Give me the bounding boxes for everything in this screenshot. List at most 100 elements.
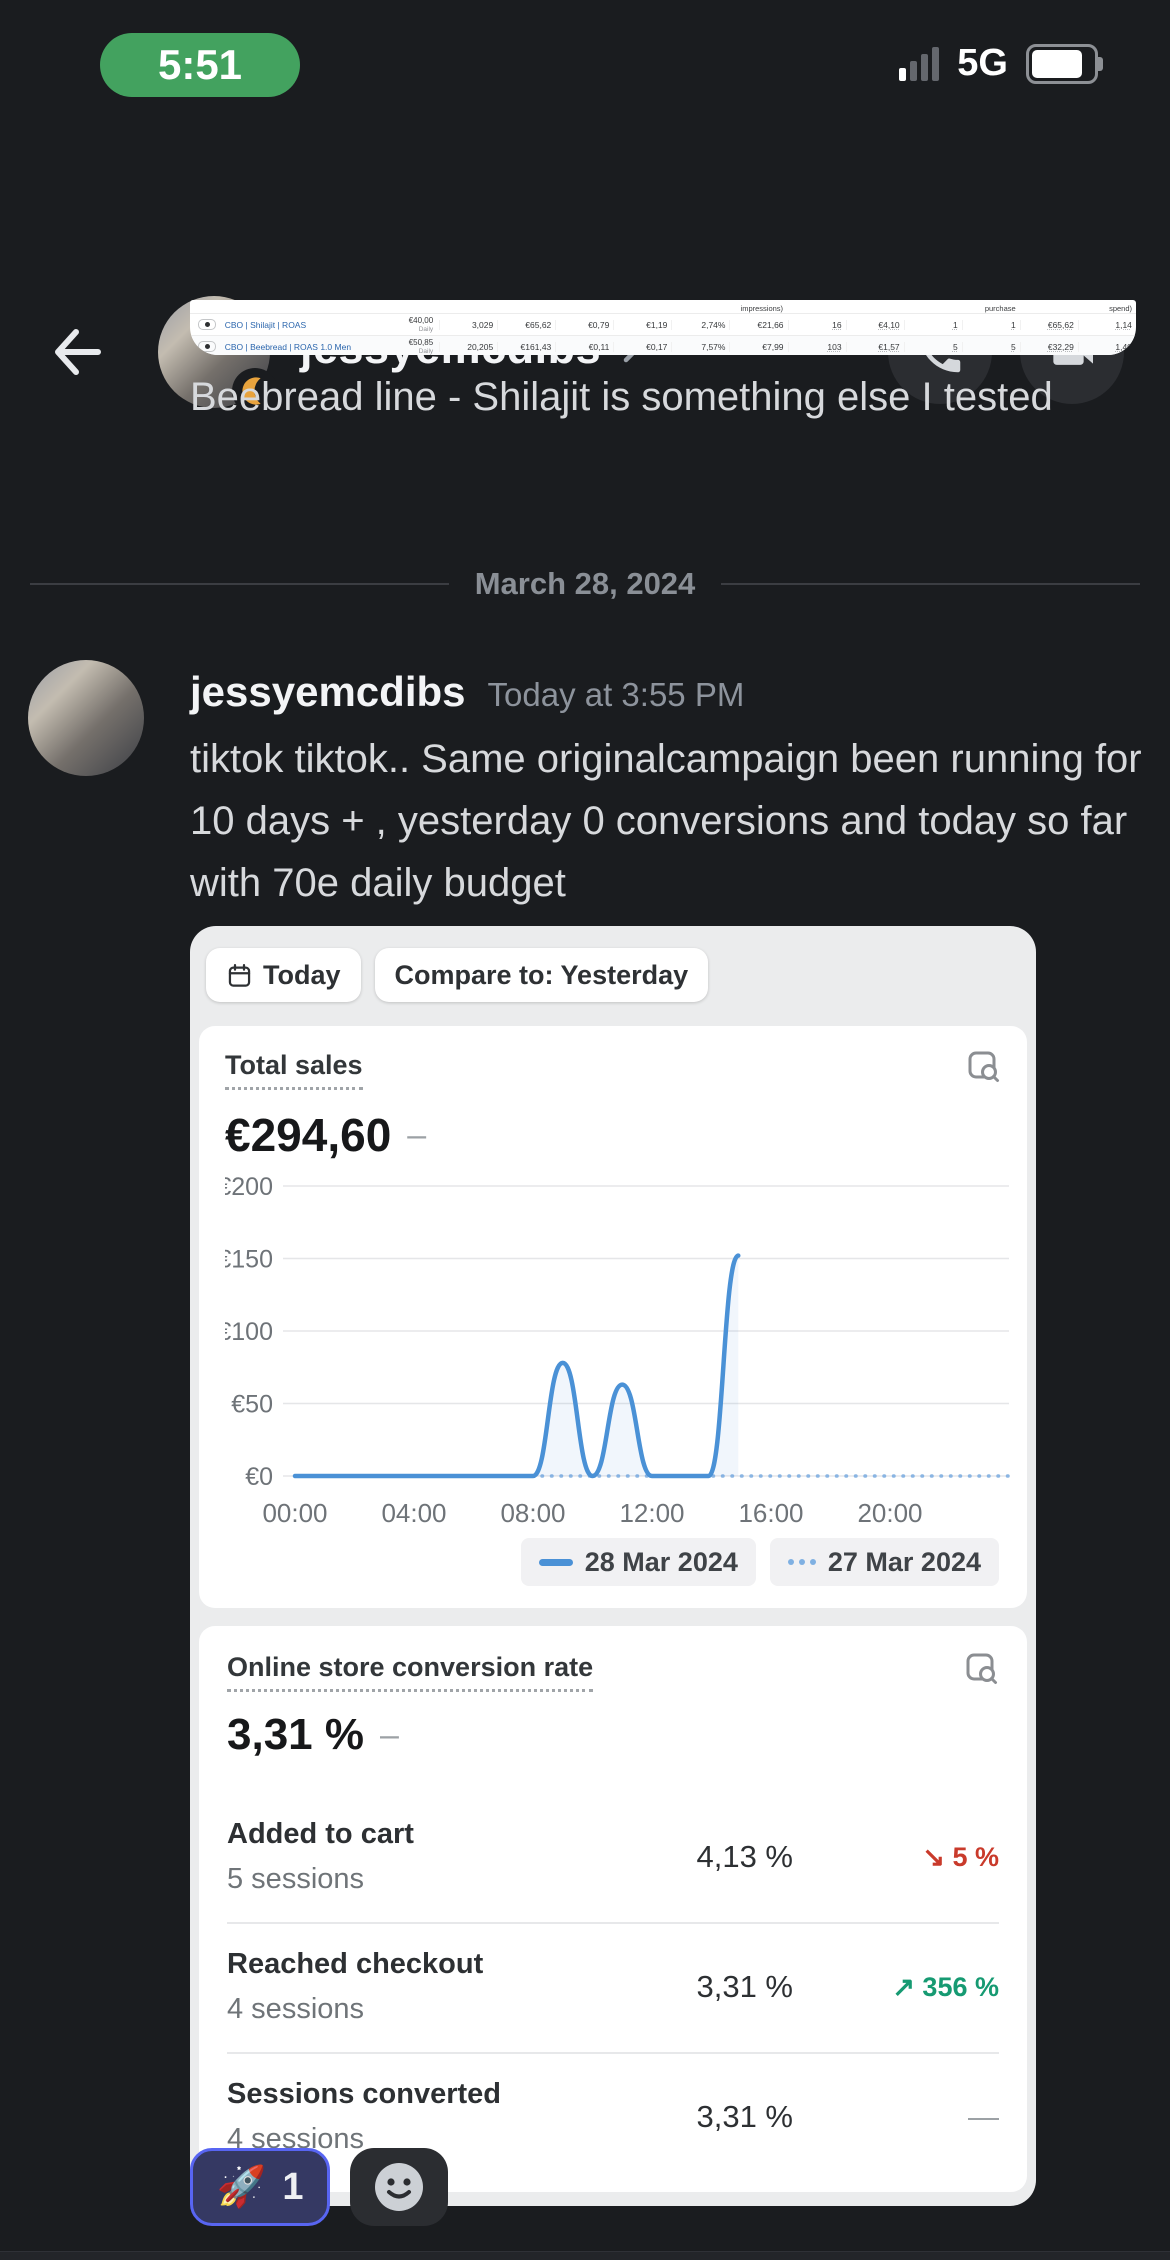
metric-title: Online store conversion rate	[227, 1652, 594, 1692]
svg-text:€100: €100	[225, 1318, 273, 1346]
metric-cell: €0,11	[555, 341, 613, 352]
report-search-icon	[968, 1051, 999, 1082]
metric-cell: €4,10	[845, 319, 904, 330]
row-delta: —	[968, 2099, 999, 2134]
status-bar: 5:51 5G	[0, 0, 1170, 130]
budget-cell: €50,85 Daily	[371, 338, 439, 356]
svg-text:08:00: 08:00	[500, 1498, 565, 1528]
metric-cell: 1	[961, 319, 1020, 330]
metric-cell: 20,205	[439, 341, 497, 352]
signal-strength-icon	[899, 46, 940, 81]
svg-text:04:00: 04:00	[381, 1498, 446, 1528]
ads-header-cell: impressions)	[740, 304, 784, 313]
budget-cell: €40,00 Daily	[371, 316, 439, 334]
metric-cell: 1	[903, 319, 962, 330]
svg-text:€0: €0	[245, 1463, 273, 1491]
conversion-rate-value: 3,31 %	[227, 1710, 364, 1759]
metric-cell: €32,29	[1019, 341, 1078, 352]
svg-text:€150: €150	[225, 1246, 273, 1274]
message-header: jessyemcdibs Today at 3:55 PM	[190, 668, 744, 716]
compare-filter-button: Compare to: Yesterday	[374, 948, 709, 1002]
report-search-icon	[966, 1653, 997, 1684]
metric-cell: 5	[903, 341, 962, 352]
row-delta: ↘ 5 %	[922, 1841, 999, 1872]
total-sales-value: €294,60	[225, 1109, 392, 1161]
rocket-reaction-pill[interactable]: 🚀 1	[190, 2148, 330, 2226]
table-row: CBO | Shilajit | ROAS €40,00 Daily 3,029 €65…	[190, 313, 1136, 335]
back-arrow-icon	[55, 329, 101, 375]
legend-label: 27 Mar 2024	[827, 1546, 981, 1577]
table-row: CBO | Beebread | ROAS 1.0 Men €50,85 Daily…	[190, 335, 1136, 355]
change-dash: –	[407, 1115, 427, 1154]
conversion-row: Added to cart 5 sessions 4,13 % ↘ 5 %	[227, 1794, 999, 1922]
row-rate: 3,31 %	[696, 1969, 793, 2004]
message-text: tiktok tiktok.. Same originalcampaign be…	[190, 737, 1142, 905]
row-sessions: 5 sessions	[227, 1863, 365, 1895]
svg-text:16:00: 16:00	[738, 1498, 803, 1528]
input-bar-edge	[0, 2251, 1170, 2260]
message-username[interactable]: jessyemcdibs	[190, 668, 466, 715]
budget-period: Daily	[418, 347, 434, 355]
divider-date: March 28, 2024	[474, 566, 696, 601]
divider-line	[721, 583, 1140, 585]
svg-text:€200: €200	[225, 1176, 273, 1201]
change-dash: –	[379, 1715, 399, 1754]
chart-legend: 28 Mar 2024 27 Mar 2024	[227, 1538, 999, 1586]
metric-cell: €1,57	[845, 341, 904, 352]
svg-text:00:00: 00:00	[262, 1498, 327, 1528]
metric-cell: 3,029	[439, 319, 497, 330]
battery-icon	[1026, 43, 1103, 84]
ads-header-row: impressions) purchase spend)	[190, 300, 1136, 313]
reaction-count: 1	[282, 2165, 304, 2208]
row-label: Added to cart	[227, 1818, 414, 1850]
metric-cell: €1,19	[613, 319, 671, 330]
toggle-icon	[190, 319, 225, 330]
ads-header-cell: spend)	[1109, 304, 1132, 313]
add-reaction-button[interactable]	[350, 2148, 448, 2226]
date-filter-button: Today	[206, 948, 361, 1002]
metric-cell: €65,62	[497, 319, 555, 330]
svg-text:€50: €50	[231, 1391, 273, 1419]
message-text: Beebread line - Shilajit is something el…	[190, 375, 1053, 419]
metric-cell: €161,43	[497, 341, 555, 352]
metric-cell: €65,62	[1019, 319, 1078, 330]
message-avatar[interactable]	[28, 660, 144, 776]
metric-cell: €0,17	[613, 341, 671, 352]
budget-period: Daily	[418, 325, 434, 333]
metric-cell: 16	[787, 319, 846, 330]
sales-line-chart: €0 €50 €100 €150 €200 00:00 04:00 08:00 12:00 16:…	[225, 1176, 1011, 1528]
row-label: Sessions converted	[227, 2078, 501, 2110]
back-button[interactable]	[46, 320, 110, 384]
legend-label: 28 Mar 2024	[584, 1546, 738, 1577]
conversion-row: Reached checkout 4 sessions 3,31 % ↗ 356 %	[227, 1922, 999, 2052]
metric-cell: 1,14	[1077, 319, 1136, 330]
analytics-attachment[interactable]: Today Compare to: Yesterday Total sales …	[190, 926, 1036, 2206]
metric-cell: 7,57%	[671, 341, 729, 352]
metric-cell: €0,79	[555, 319, 613, 330]
metric-cell: 103	[787, 341, 846, 352]
call-timer-pill[interactable]: 5:51	[100, 33, 300, 97]
ads-report-attachment[interactable]: impressions) purchase spend) CBO | Shilajit…	[190, 300, 1136, 355]
reaction-bar: 🚀 1	[190, 2148, 448, 2226]
clock-time: 5:51	[157, 41, 243, 88]
analytics-filter-bar: Today Compare to: Yesterday	[190, 926, 1036, 1026]
chat-header: jessyemcdibs	[0, 130, 1170, 414]
metric-title: Total sales	[225, 1050, 363, 1090]
date-filter-label: Today	[263, 959, 341, 990]
ads-header-cell: purchase	[984, 304, 1016, 313]
status-indicators: 5G	[899, 42, 1103, 85]
metric-cell: 2,74%	[671, 319, 729, 330]
rocket-emoji: 🚀	[216, 2165, 267, 2209]
svg-text:20:00: 20:00	[857, 1498, 922, 1528]
divider-line	[30, 583, 449, 585]
smiley-icon	[375, 2163, 423, 2211]
row-delta: ↗ 356 %	[892, 1971, 999, 2002]
metric-cell: €7,99	[729, 341, 787, 352]
network-type-label: 5G	[957, 42, 1008, 84]
metric-cell: 5	[961, 341, 1020, 352]
row-rate: 3,31 %	[696, 2099, 793, 2134]
ads-table: impressions) purchase spend) CBO | Shilajit…	[190, 300, 1136, 355]
conversion-rows: Added to cart 5 sessions 4,13 % ↘ 5 % Reache…	[227, 1794, 999, 2182]
date-divider: March 28, 2024	[30, 562, 1140, 606]
